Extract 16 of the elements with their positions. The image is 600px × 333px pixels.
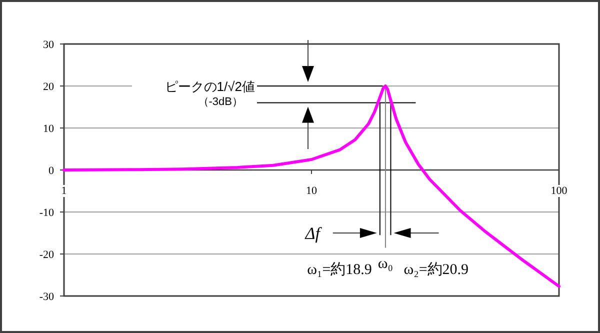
y-tick-label: -10 [39, 207, 54, 219]
y-tick-label: 20 [43, 81, 54, 93]
ref-line-label: ピークの1/√2値 [164, 79, 255, 94]
x-tick-label: 1 [61, 185, 67, 197]
x-tick-label: 100 [550, 185, 568, 197]
ref-line-label: ω₀ [378, 256, 394, 272]
y-tick-label: -30 [39, 291, 54, 303]
y-tick-label: -20 [39, 249, 54, 261]
y-tick-label: 10 [43, 123, 54, 135]
ref-line-label: ω₂=約20.9 [404, 262, 469, 278]
ref-line-label: ω₁=約18.9 [307, 262, 372, 278]
y-tick-label: 30 [43, 39, 54, 51]
annotation: Δf [304, 224, 322, 243]
y-tick-label: 0 [48, 165, 54, 177]
x-tick-label: 10 [306, 185, 318, 197]
ref-line-label: （-3dB） [198, 96, 243, 108]
